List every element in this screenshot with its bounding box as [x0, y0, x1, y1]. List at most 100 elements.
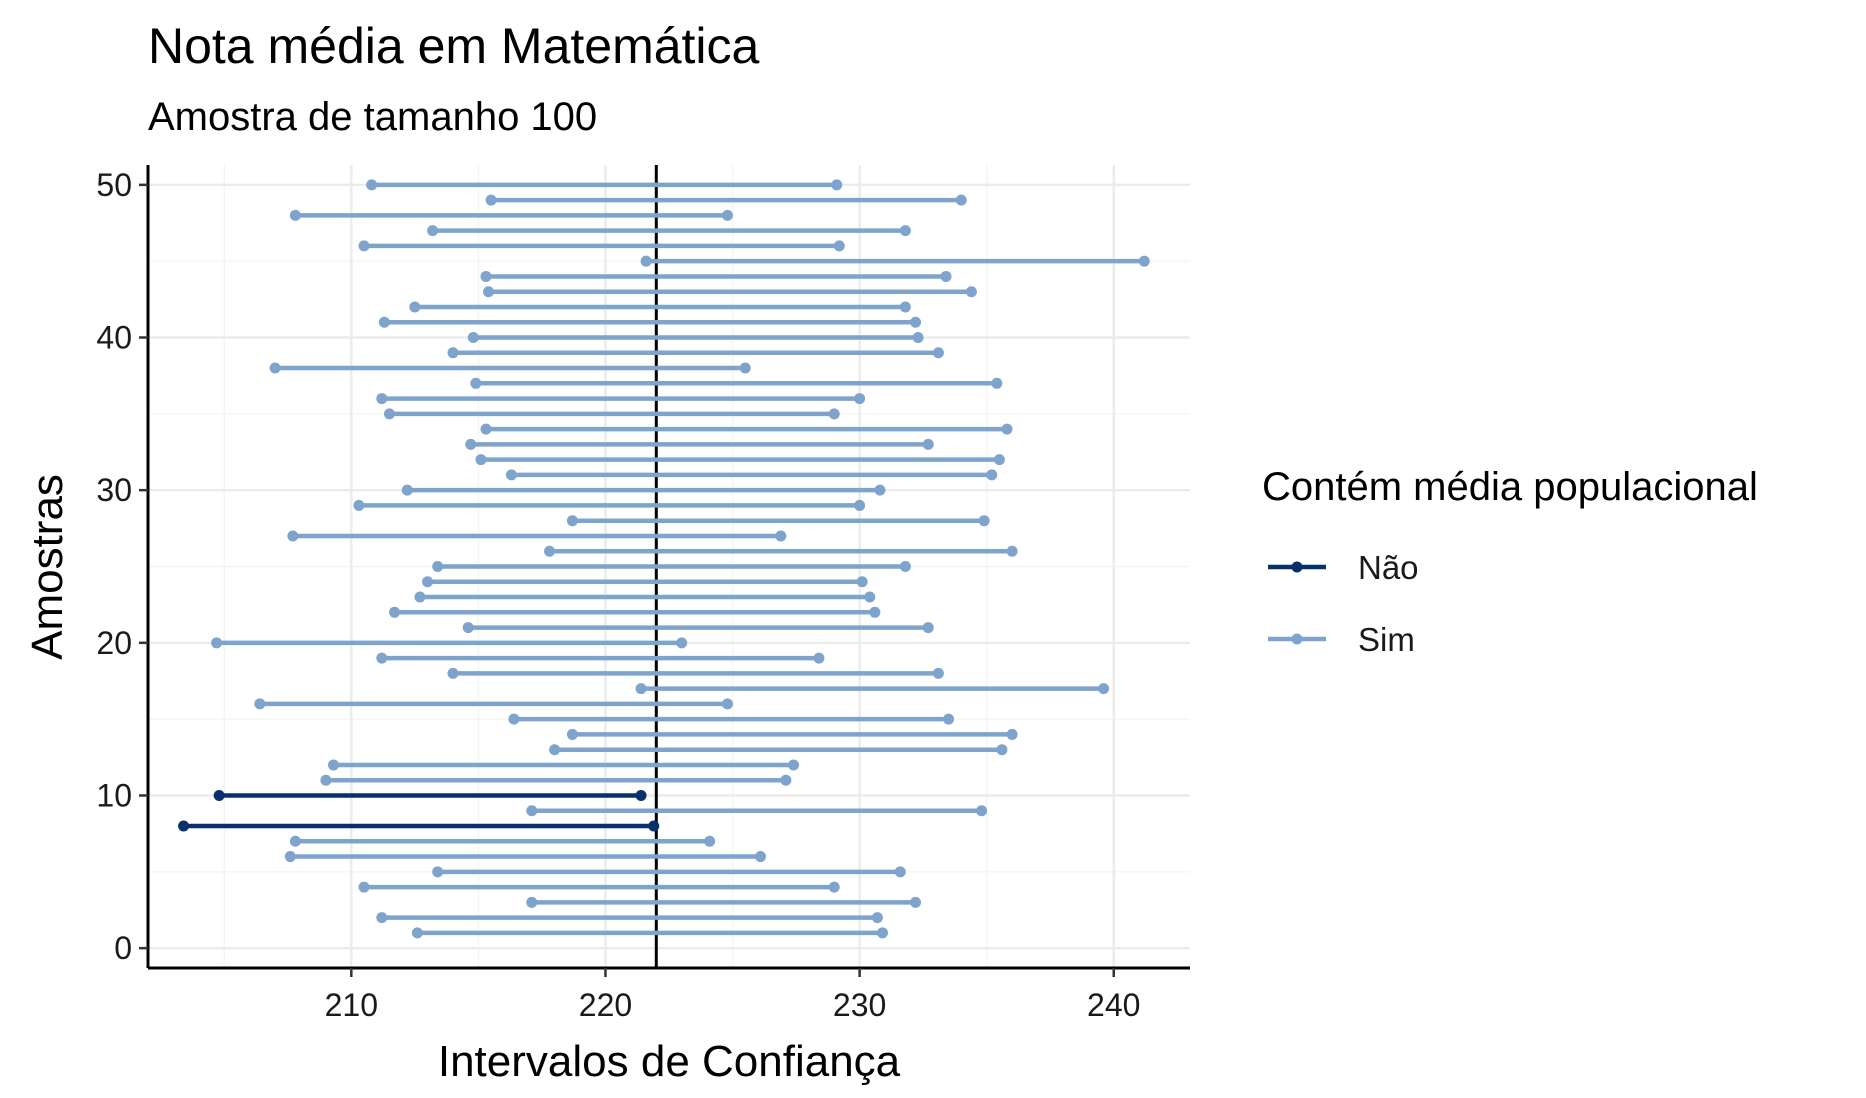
interval-34: [480, 423, 1013, 435]
interval-lower-point: [289, 209, 301, 221]
interval-28: [566, 515, 990, 527]
interval-upper-point: [813, 652, 825, 664]
interval-upper-point: [1006, 545, 1018, 557]
interval-upper-point: [856, 576, 868, 588]
interval-43: [483, 286, 977, 298]
interval-36: [376, 393, 866, 405]
interval-lower-point: [432, 866, 444, 878]
interval-upper-point: [1001, 423, 1013, 435]
interval-11: [320, 774, 792, 786]
interval-lower-point: [427, 225, 439, 237]
interval-upper-point: [833, 240, 845, 252]
interval-18: [447, 667, 944, 679]
interval-upper-point: [1006, 728, 1018, 740]
interval-upper-point: [943, 713, 955, 725]
interval-upper-point: [986, 469, 998, 481]
interval-upper-point: [910, 316, 922, 328]
interval-lower-point: [470, 377, 482, 389]
interval-lower-point: [269, 362, 281, 374]
interval-upper-point: [871, 912, 883, 924]
interval-15: [508, 713, 955, 725]
x-tick-label: 210: [325, 987, 378, 1023]
interval-upper-point: [899, 301, 911, 313]
interval-10: [213, 789, 647, 801]
interval-lower-point: [549, 744, 561, 756]
interval-21: [462, 622, 934, 634]
interval-19: [376, 652, 825, 664]
y-tick-label: 50: [96, 167, 132, 203]
interval-22: [389, 606, 881, 618]
interval-17: [635, 683, 1110, 695]
interval-lower-point: [526, 896, 538, 908]
interval-37: [470, 377, 1003, 389]
interval-25: [432, 561, 911, 572]
interval-33: [465, 438, 934, 450]
interval-45: [640, 255, 1150, 267]
interval-upper-point: [739, 362, 751, 374]
interval-upper-point: [940, 270, 952, 282]
interval-lower-point: [483, 286, 495, 298]
interval-2: [376, 912, 883, 924]
interval-upper-point: [828, 881, 840, 893]
interval-lower-point: [480, 423, 492, 435]
interval-44: [480, 270, 952, 282]
interval-23: [414, 591, 876, 603]
interval-1: [411, 927, 888, 939]
interval-upper-point: [854, 393, 866, 405]
interval-49: [485, 194, 967, 206]
interval-39: [447, 347, 944, 359]
interval-26: [544, 545, 1018, 557]
x-tick-label: 240: [1087, 987, 1140, 1023]
interval-upper-point: [676, 637, 688, 649]
interval-lower-point: [422, 576, 434, 588]
interval-16: [254, 698, 733, 710]
interval-series: [178, 179, 1150, 939]
interval-lower-point: [376, 393, 388, 405]
interval-lower-point: [447, 667, 459, 679]
interval-46: [358, 240, 845, 252]
interval-lower-point: [432, 561, 444, 572]
interval-lower-point: [566, 515, 578, 527]
interval-upper-point: [721, 698, 733, 710]
interval-lower-point: [383, 408, 395, 420]
interval-upper-point: [864, 591, 876, 603]
legend-entry-Não: Não: [1268, 549, 1419, 586]
x-axis-title: Intervalos de Confiança: [438, 1037, 901, 1086]
interval-lower-point: [411, 927, 423, 939]
interval-lower-point: [414, 591, 426, 603]
legend-entries: Não Sim: [1268, 549, 1419, 658]
legend-label: Não: [1358, 549, 1419, 586]
legend-entry-Sim: Sim: [1268, 621, 1415, 658]
interval-upper-point: [899, 561, 911, 572]
interval-lower-point: [485, 194, 497, 206]
interval-lower-point: [462, 622, 474, 634]
interval-42: [409, 301, 911, 313]
interval-lower-point: [480, 270, 492, 282]
interval-lower-point: [289, 835, 301, 847]
legend-title: Contém média populacional: [1262, 465, 1758, 509]
interval-upper-point: [704, 835, 716, 847]
interval-upper-point: [635, 789, 647, 801]
interval-lower-point: [526, 805, 538, 817]
interval-upper-point: [828, 408, 840, 420]
interval-13: [549, 744, 1008, 756]
interval-lower-point: [465, 438, 477, 450]
interval-14: [566, 728, 1018, 740]
y-tick-label: 30: [96, 472, 132, 508]
interval-upper-point: [910, 896, 922, 908]
legend-key-point: [1291, 561, 1303, 573]
interval-12: [328, 759, 800, 771]
interval-upper-point: [965, 286, 977, 298]
interval-lower-point: [401, 484, 413, 496]
interval-upper-point: [854, 499, 866, 511]
interval-20: [211, 637, 688, 649]
interval-lower-point: [320, 774, 332, 786]
interval-upper-point: [912, 332, 924, 344]
interval-29: [353, 499, 866, 511]
interval-lower-point: [376, 912, 388, 924]
interval-3: [526, 896, 922, 908]
interval-upper-point: [932, 667, 944, 679]
interval-upper-point: [780, 774, 792, 786]
